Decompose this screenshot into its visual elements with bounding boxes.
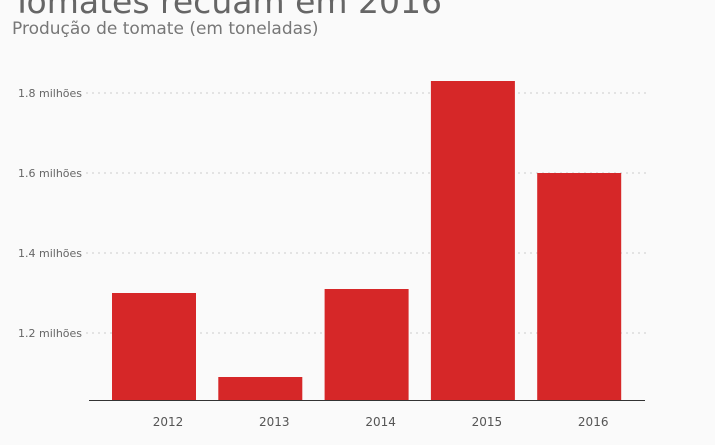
bar-2016	[537, 173, 622, 400]
x-tick-label: 2012	[153, 415, 184, 429]
bar-2014	[324, 289, 409, 400]
y-tick-label: 1.6 milhões	[18, 167, 82, 180]
x-tick-label: 2015	[472, 415, 503, 429]
x-tick-label: 2014	[365, 415, 396, 429]
bar-2013	[218, 377, 303, 400]
x-tick-label: 2013	[259, 415, 290, 429]
y-tick-label: 1.8 milhões	[18, 87, 82, 100]
x-tick-label: 2016	[578, 415, 609, 429]
chart-subtitle: Produção de tomate (em toneladas)	[12, 19, 319, 39]
y-tick-label: 1.2 milhões	[18, 327, 82, 340]
chart-title: Tomates recuam em 2016	[12, 0, 443, 21]
bar-2012	[112, 293, 196, 400]
y-tick-label: 1.4 milhões	[18, 247, 82, 260]
bar-2015	[430, 81, 515, 400]
